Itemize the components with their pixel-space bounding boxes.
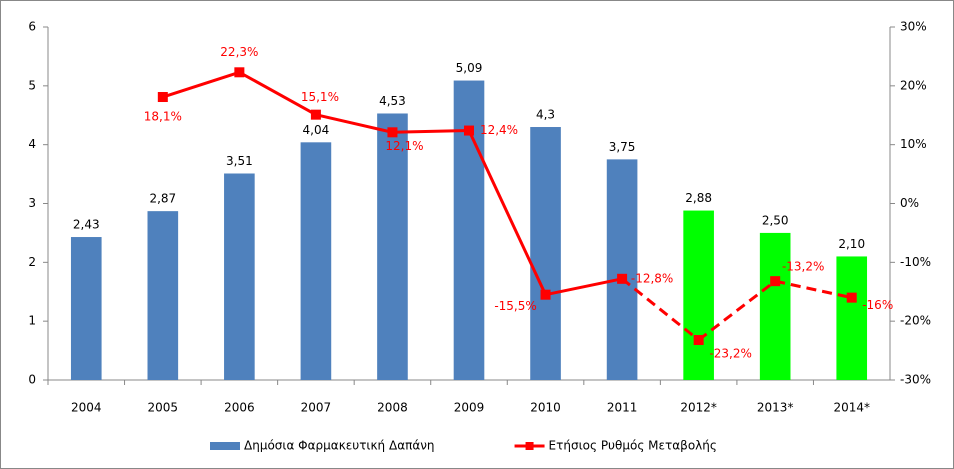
line-value-label: -16%: [862, 298, 893, 312]
line-marker: [387, 127, 398, 138]
y-tick-label: 1: [28, 314, 36, 328]
line-marker: [846, 292, 857, 303]
bar: [759, 232, 791, 380]
line-marker: [310, 109, 321, 120]
line-marker: [464, 125, 474, 136]
bar: [147, 211, 179, 380]
y2-tick-label: 0%: [900, 196, 919, 210]
y2-tick-label: -20%: [900, 314, 931, 328]
bar-value-label: 4,53: [379, 94, 406, 108]
x-tick-label: 2009: [454, 401, 485, 415]
x-tick-label: 2011: [607, 401, 638, 415]
y2-tick-label: -30%: [900, 373, 931, 387]
bar-value-label: 4,3: [536, 108, 555, 122]
x-tick-label: 2010: [530, 401, 561, 415]
legend-label: Ετήσιος Ρυθμός Μεταβολής: [549, 439, 717, 453]
line-value-label: 22,3%: [220, 45, 258, 59]
x-tick-label: 2008: [377, 401, 408, 415]
line-segment: [392, 129, 470, 134]
line-value-label: -12,8%: [631, 271, 673, 285]
y-tick-label: 0: [28, 373, 36, 387]
line-value-label: 12,1%: [385, 139, 423, 153]
line-value-label: -13,2%: [782, 260, 824, 274]
bar-value-label: 3,51: [226, 154, 253, 168]
line-segment: [162, 70, 240, 99]
y2-tick-label: 30%: [900, 20, 927, 34]
y-tick-label: 6: [28, 20, 36, 34]
y2-tick-label: 20%: [900, 78, 927, 92]
bar: [70, 237, 102, 380]
y-tick-label: 5: [28, 78, 36, 92]
line-value-label: 15,1%: [301, 90, 339, 104]
bar-value-label: 5,09: [456, 61, 483, 75]
y-tick-label: 3: [28, 196, 36, 210]
line-marker: [693, 334, 704, 345]
y2-tick-label: -10%: [900, 255, 931, 269]
bar-value-label: 2,43: [73, 218, 100, 232]
line-marker: [540, 289, 551, 300]
x-tick-label: 2012*: [680, 401, 717, 415]
y2-tick-label: 10%: [900, 137, 927, 151]
x-tick-label: 2004: [71, 401, 102, 415]
x-tick-label: 2014*: [833, 401, 870, 415]
line-marker: [234, 67, 245, 78]
bar-value-label: 4,04: [303, 123, 330, 137]
line-segment: [545, 277, 623, 297]
x-tick-label: 2005: [148, 401, 179, 415]
line-marker: [770, 276, 781, 287]
line-segment: [315, 113, 393, 134]
line-segment: [774, 279, 853, 300]
legend-swatch: [525, 442, 534, 450]
bar-value-label: 2,87: [149, 192, 176, 206]
line-value-label: 12,4%: [480, 123, 518, 137]
bar: [300, 142, 332, 380]
bar-value-label: 2,50: [762, 213, 789, 227]
line-segment: [467, 129, 547, 296]
legend-label: Δημόσια Φαρμακευτική Δαπάνη: [244, 439, 435, 453]
y-tick-label: 2: [28, 255, 36, 269]
bar: [224, 173, 255, 380]
bar: [683, 210, 714, 380]
bar: [606, 159, 638, 380]
legend-swatch: [210, 442, 240, 450]
line-value-label: -23,2%: [709, 346, 751, 360]
line-segment: [621, 277, 700, 342]
line-value-label: 18,1%: [144, 110, 182, 124]
bar-value-label: 2,10: [838, 237, 865, 251]
bar: [836, 256, 868, 380]
bar: [377, 113, 408, 381]
line-value-label: -15,5%: [494, 299, 536, 313]
x-tick-label: 2007: [301, 401, 332, 415]
x-tick-label: 2006: [224, 401, 255, 415]
y-tick-label: 4: [28, 137, 36, 151]
x-tick-label: 2013*: [757, 401, 794, 415]
line-segment: [238, 70, 317, 116]
bar-value-label: 3,75: [609, 140, 636, 154]
line-marker: [157, 92, 168, 103]
line-segment: [697, 279, 777, 342]
line-marker: [617, 273, 628, 284]
bar-value-label: 2,88: [685, 191, 712, 205]
bar: [530, 127, 561, 381]
